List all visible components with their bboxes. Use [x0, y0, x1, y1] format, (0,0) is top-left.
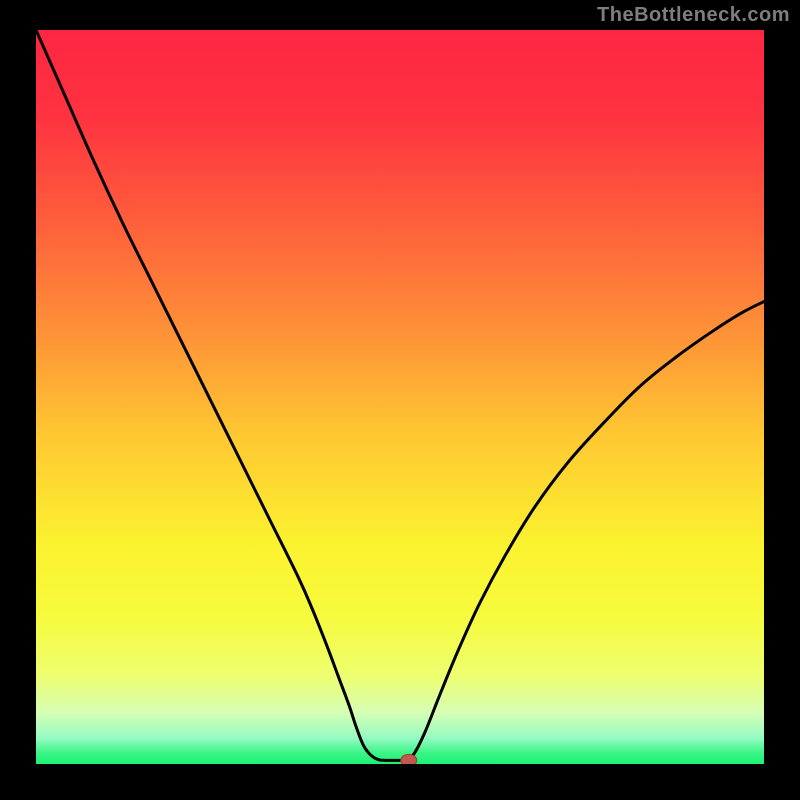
- chart-root: TheBottleneck.com: [0, 0, 800, 800]
- chart-svg: [0, 0, 800, 800]
- watermark-text: TheBottleneck.com: [597, 4, 790, 27]
- chart-plot-area: [0, 0, 800, 800]
- chart-gradient-background: [36, 30, 764, 764]
